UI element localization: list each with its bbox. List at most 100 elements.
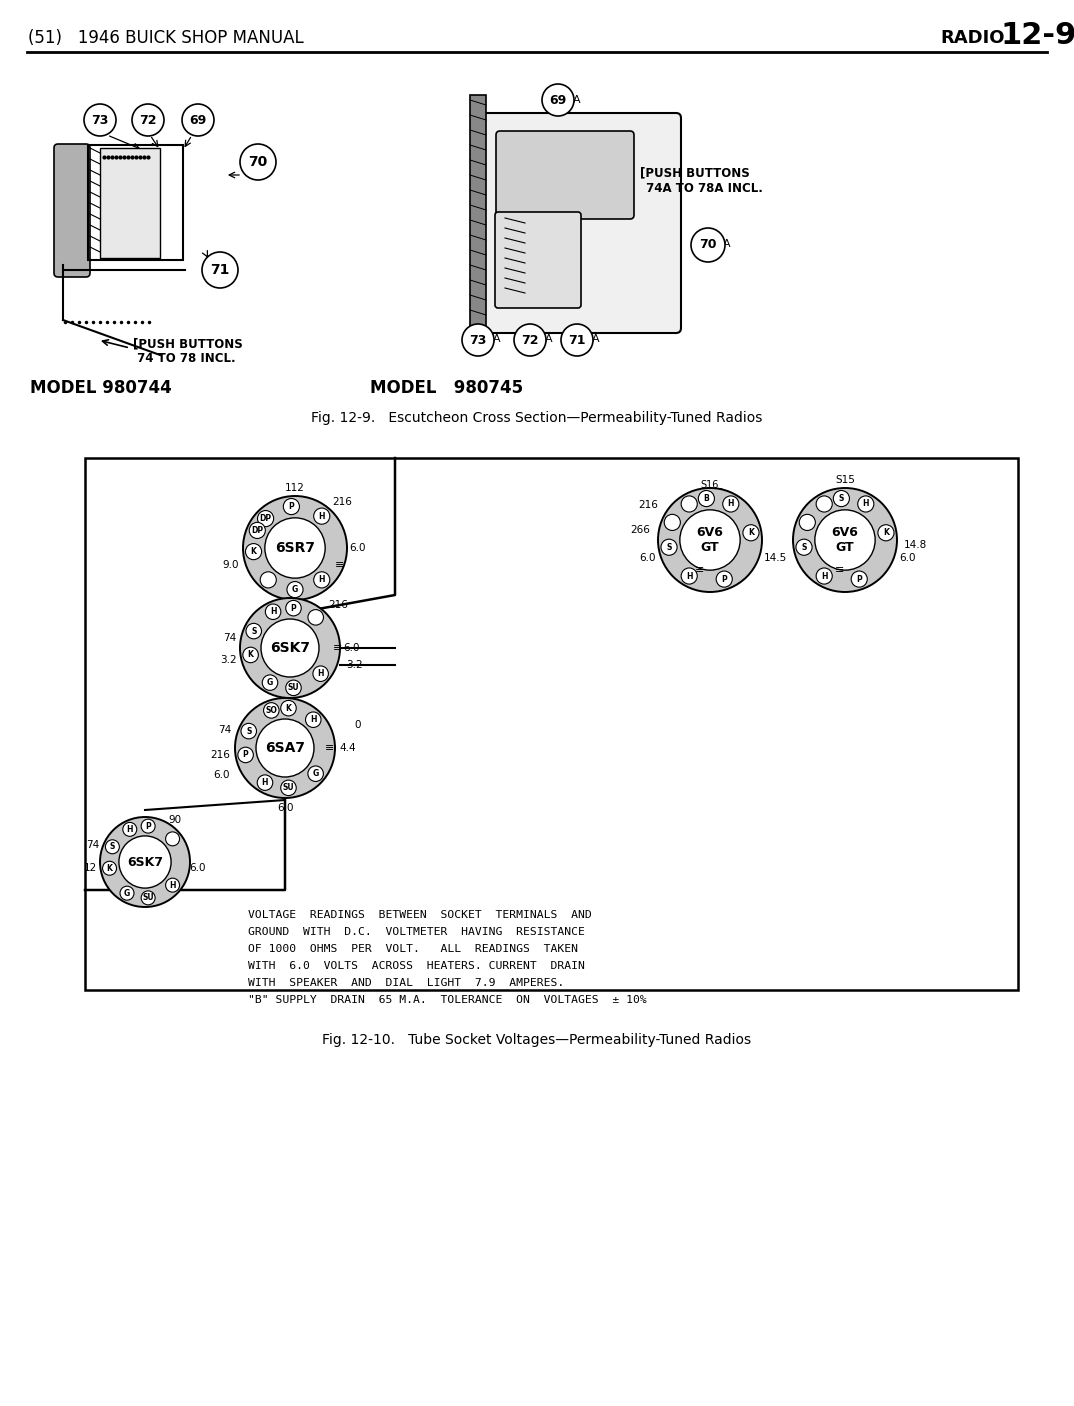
Circle shape xyxy=(514,323,546,356)
Text: MODEL 980744: MODEL 980744 xyxy=(30,380,172,396)
Text: RADIO: RADIO xyxy=(940,30,1004,46)
Text: 14.8: 14.8 xyxy=(903,540,927,550)
Circle shape xyxy=(877,524,894,541)
Text: 6.0: 6.0 xyxy=(640,553,656,562)
Text: ≡: ≡ xyxy=(335,560,345,569)
Circle shape xyxy=(262,675,278,690)
Text: 216: 216 xyxy=(638,501,658,510)
Text: S16: S16 xyxy=(701,479,720,491)
Circle shape xyxy=(723,496,739,512)
Circle shape xyxy=(314,572,330,588)
Text: K: K xyxy=(748,529,754,537)
Circle shape xyxy=(308,766,323,782)
Text: 12: 12 xyxy=(84,863,97,873)
Circle shape xyxy=(793,488,897,592)
Circle shape xyxy=(661,538,677,555)
Text: 74 TO 78 INCL.: 74 TO 78 INCL. xyxy=(133,352,235,364)
Text: A: A xyxy=(545,335,553,344)
Circle shape xyxy=(105,839,119,853)
Text: 12-9: 12-9 xyxy=(1000,21,1074,49)
Text: S: S xyxy=(251,627,257,636)
Text: 70: 70 xyxy=(699,239,716,252)
Circle shape xyxy=(258,775,273,790)
Text: 6.0: 6.0 xyxy=(344,643,360,652)
Text: SU: SU xyxy=(282,783,294,793)
Circle shape xyxy=(165,832,179,846)
Text: A: A xyxy=(592,335,599,344)
Circle shape xyxy=(743,524,759,541)
Text: S15: S15 xyxy=(836,475,855,485)
Circle shape xyxy=(658,488,761,592)
Circle shape xyxy=(542,84,574,117)
Circle shape xyxy=(182,104,214,136)
Circle shape xyxy=(816,568,832,583)
Text: Fig. 12-9.   Escutcheon Cross Section—Permeability-Tuned Radios: Fig. 12-9. Escutcheon Cross Section—Perm… xyxy=(311,411,763,425)
FancyBboxPatch shape xyxy=(495,212,581,308)
Text: P: P xyxy=(722,575,727,583)
Circle shape xyxy=(165,879,179,893)
Text: GROUND  WITH  D.C.  VOLTMETER  HAVING  RESISTANCE: GROUND WITH D.C. VOLTMETER HAVING RESIST… xyxy=(248,927,585,936)
Text: [PUSH BUTTONS: [PUSH BUTTONS xyxy=(640,166,750,180)
Text: A: A xyxy=(723,239,730,249)
Text: 4.4: 4.4 xyxy=(339,742,357,754)
Circle shape xyxy=(256,718,314,778)
Text: MODEL   980745: MODEL 980745 xyxy=(371,380,523,396)
Circle shape xyxy=(235,697,335,799)
Text: 6.0: 6.0 xyxy=(350,543,366,553)
Circle shape xyxy=(716,571,732,588)
Text: K: K xyxy=(250,547,257,557)
Circle shape xyxy=(287,582,303,598)
Circle shape xyxy=(241,723,257,738)
Text: 70: 70 xyxy=(248,155,267,169)
Text: (51)   1946 BUICK SHOP MANUAL: (51) 1946 BUICK SHOP MANUAL xyxy=(28,30,304,46)
Text: 73: 73 xyxy=(91,114,108,127)
Text: ≡: ≡ xyxy=(333,643,343,652)
FancyBboxPatch shape xyxy=(100,148,160,257)
Text: 73: 73 xyxy=(469,333,487,346)
Circle shape xyxy=(243,647,259,662)
Circle shape xyxy=(280,780,296,796)
Text: 9.0: 9.0 xyxy=(222,560,240,569)
Circle shape xyxy=(815,510,875,571)
Text: S: S xyxy=(666,543,671,551)
Text: 216: 216 xyxy=(211,749,230,761)
Circle shape xyxy=(260,572,276,588)
Text: K: K xyxy=(883,529,889,537)
Text: H: H xyxy=(270,607,276,616)
Text: K: K xyxy=(248,651,253,659)
Circle shape xyxy=(664,515,680,530)
Text: G: G xyxy=(313,769,319,778)
Text: 266: 266 xyxy=(630,524,650,536)
Text: A: A xyxy=(574,96,581,105)
Circle shape xyxy=(237,747,253,762)
Text: B: B xyxy=(703,494,709,503)
Text: A: A xyxy=(493,335,500,344)
Text: H: H xyxy=(319,575,325,585)
Text: 6.0: 6.0 xyxy=(189,863,205,873)
Circle shape xyxy=(119,837,171,889)
Text: S: S xyxy=(246,727,251,735)
Text: OF 1000  OHMS  PER  VOLT.   ALL  READINGS  TAKEN: OF 1000 OHMS PER VOLT. ALL READINGS TAKE… xyxy=(248,943,578,955)
Text: SU: SU xyxy=(143,893,154,903)
Circle shape xyxy=(284,499,300,515)
Text: ≡: ≡ xyxy=(325,742,335,754)
Text: H: H xyxy=(262,778,268,787)
Circle shape xyxy=(240,143,276,180)
Text: H: H xyxy=(310,716,317,724)
Text: WITH  6.0  VOLTS  ACROSS  HEATERS. CURRENT  DRAIN: WITH 6.0 VOLTS ACROSS HEATERS. CURRENT D… xyxy=(248,960,585,972)
Circle shape xyxy=(691,228,725,262)
FancyBboxPatch shape xyxy=(470,96,487,350)
Text: K: K xyxy=(106,863,113,873)
Circle shape xyxy=(858,496,874,512)
Text: 6SK7: 6SK7 xyxy=(270,641,310,655)
FancyBboxPatch shape xyxy=(85,458,1018,990)
Text: H: H xyxy=(862,499,869,509)
Circle shape xyxy=(141,820,155,834)
Circle shape xyxy=(286,600,301,616)
Text: H: H xyxy=(686,571,693,581)
Circle shape xyxy=(286,681,301,696)
Circle shape xyxy=(681,568,697,583)
Text: 69: 69 xyxy=(550,94,567,107)
Circle shape xyxy=(202,252,238,288)
Text: P: P xyxy=(856,575,862,583)
